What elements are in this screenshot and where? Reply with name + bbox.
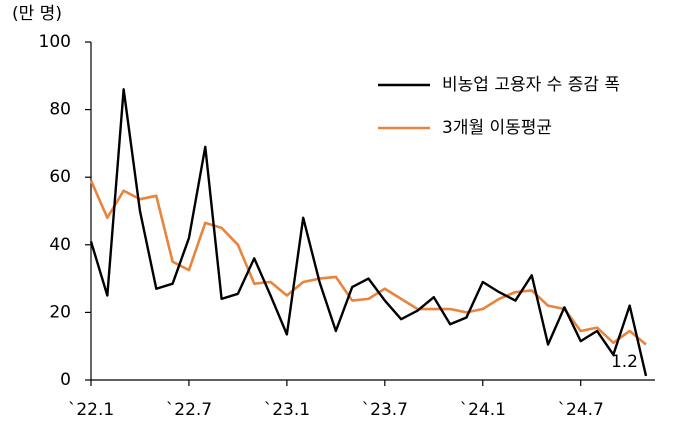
legend-label: 비농업 고용자 수 증감 폭	[442, 75, 620, 95]
y-tick-label: 100	[39, 32, 71, 52]
y-axis-label: (만 명)	[12, 4, 62, 24]
x-tick-label: `22.1	[68, 400, 114, 420]
x-tick-label: `23.7	[362, 400, 408, 420]
y-tick-label: 20	[49, 302, 71, 322]
y-tick-label: 60	[49, 167, 71, 187]
y-tick-label: 80	[49, 100, 71, 120]
data-label: 1.2	[611, 352, 638, 372]
series-line	[89, 88, 648, 377]
x-tick-label: `22.7	[166, 400, 212, 420]
x-tick-label: `24.7	[558, 400, 604, 420]
series-line	[89, 180, 647, 346]
x-tick-label: `24.1	[460, 400, 506, 420]
x-tick-label: `23.1	[264, 400, 310, 420]
y-tick-label: 40	[49, 235, 71, 255]
y-tick-label: 0	[60, 370, 71, 390]
legend-label: 3개월 이동평균	[442, 118, 552, 138]
